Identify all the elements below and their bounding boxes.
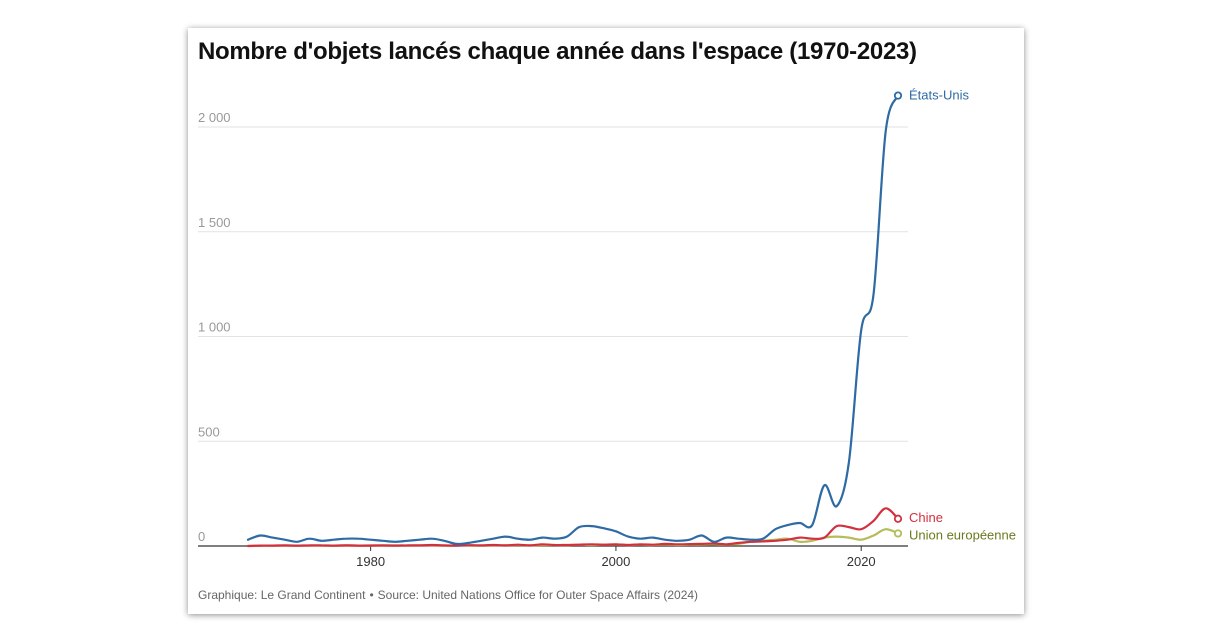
series-end-marker <box>893 91 903 100</box>
x-tick-label: 1980 <box>356 554 385 569</box>
series-end-marker <box>893 514 903 523</box>
y-tick-label: 500 <box>198 424 220 439</box>
series-label: Chine <box>909 510 943 525</box>
series-label: Union européenne <box>909 527 1016 542</box>
y-tick-label: 1 500 <box>198 215 231 230</box>
series-label: États-Unis <box>909 88 969 103</box>
series-end-marker <box>893 529 903 538</box>
y-axis: 0 500 1 000 1 500 2 000 <box>198 110 231 544</box>
y-tick-label: 1 000 <box>198 320 231 335</box>
line-chart: 0 500 1 000 1 500 2 000 1980 2000 2020 Union e… <box>198 88 1016 569</box>
footer-credit: Graphique: Le Grand Continent <box>198 588 366 602</box>
y-tick-label: 2 000 <box>198 110 231 125</box>
series-line <box>246 507 900 548</box>
x-tick-label: 2000 <box>601 554 630 569</box>
footer-separator: • <box>369 588 374 602</box>
series-line <box>246 94 900 546</box>
grid-lines <box>198 126 908 547</box>
x-tick-label: 2020 <box>847 554 876 569</box>
chart-card: Nombre d'objets lancés chaque année dans… <box>188 28 1024 614</box>
chart-title: Nombre d'objets lancés chaque année dans… <box>198 38 917 65</box>
series-lines <box>246 91 903 548</box>
x-axis: 1980 2000 2020 <box>356 546 876 569</box>
series-labels: Union européenne Chine États-Unis <box>909 88 1016 543</box>
y-tick-label: 0 <box>198 529 205 544</box>
footer-source: Source: United Nations Office for Outer … <box>377 588 699 602</box>
chart-footer: Graphique: Le Grand Continent • Source: Un… <box>198 588 698 602</box>
